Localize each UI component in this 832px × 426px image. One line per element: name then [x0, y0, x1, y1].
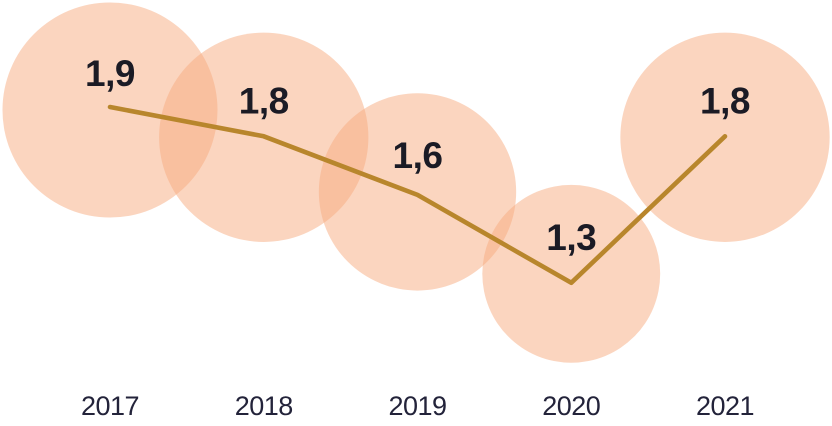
x-axis-label-2018: 2018 [235, 391, 293, 421]
bubble-2020 [482, 184, 661, 363]
x-axis-label-2021: 2021 [696, 391, 754, 421]
value-label-2018: 1,8 [239, 80, 289, 121]
bubble-2019 [318, 93, 517, 291]
value-label-2017: 1,9 [85, 53, 135, 94]
value-labels: 1,9 1,8 1,6 1,3 1,8 [85, 53, 750, 258]
value-label-2019: 1,6 [393, 135, 443, 176]
x-axis-label-2017: 2017 [81, 391, 139, 421]
bubbles [2, 2, 830, 363]
x-axis-label-2020: 2020 [542, 391, 600, 421]
trend-line [107, 104, 728, 286]
x-axis-labels: 2017 2018 2019 2020 2021 [81, 391, 755, 421]
x-axis-label-2019: 2019 [388, 391, 446, 421]
value-label-2020: 1,3 [546, 217, 596, 258]
value-label-2021: 1,8 [700, 80, 750, 121]
